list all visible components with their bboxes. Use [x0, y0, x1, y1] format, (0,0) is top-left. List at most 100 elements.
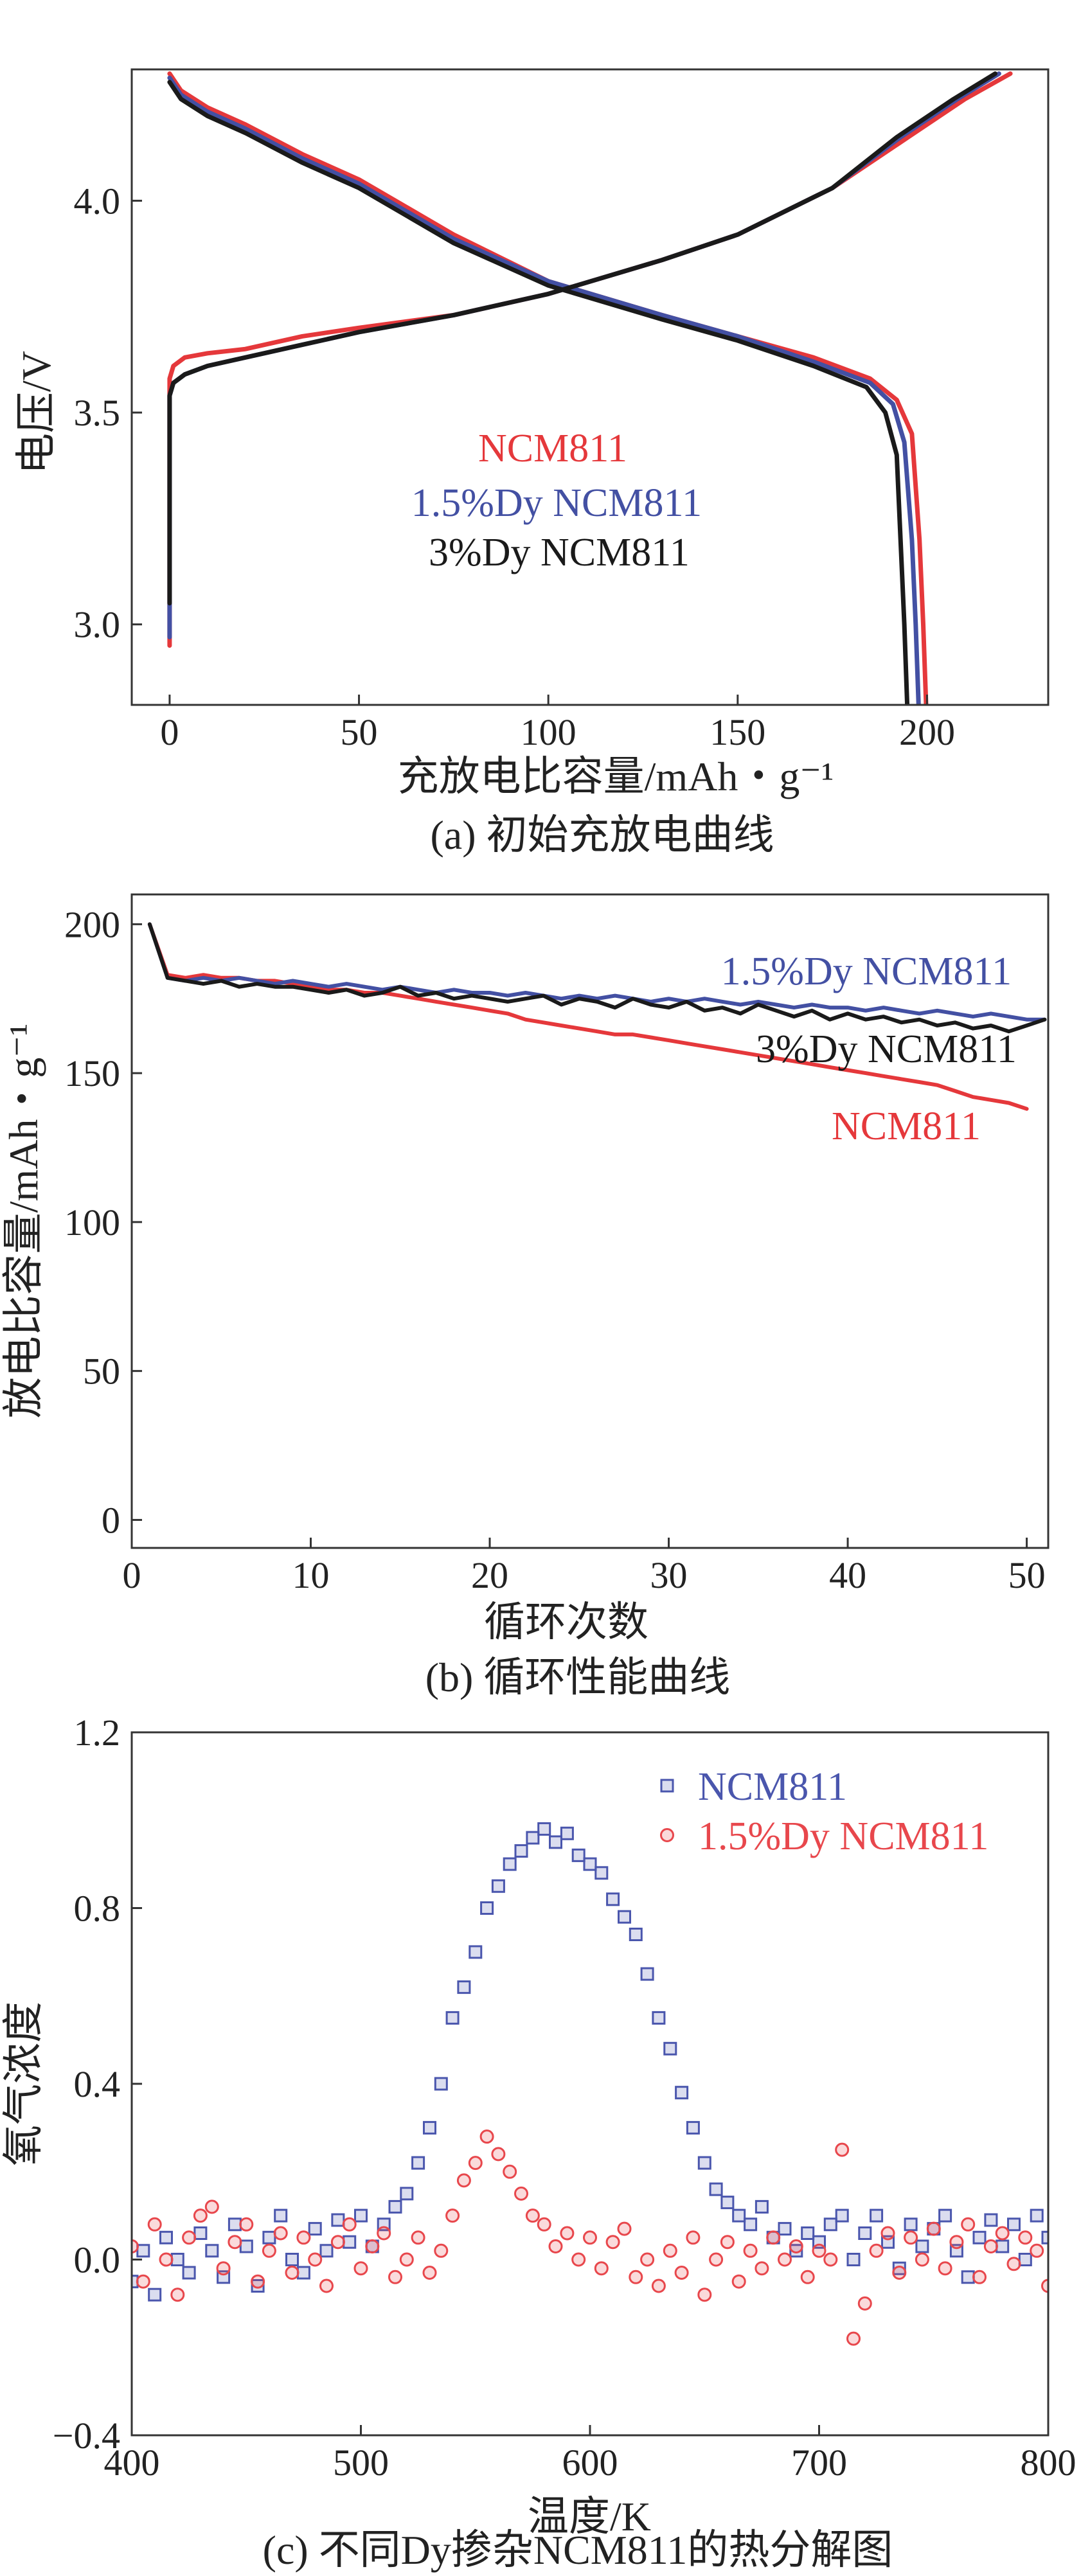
legend: NCM811 1.5%Dy NCM811 — [660, 1765, 988, 1858]
series-label-3pct-dy-ncm811: 3%Dy NCM811 — [756, 1027, 1017, 1071]
x-tick-label: 100 — [521, 711, 576, 753]
data-point-ncm811 — [1018, 2253, 1032, 2266]
data-point-1-5pctdy-ncm811 — [880, 2226, 895, 2241]
series-line-3pctdy-ncm811-cycle — [147, 922, 1047, 1034]
plot-area-marks — [132, 1822, 1048, 2346]
data-point-ncm811 — [343, 2235, 357, 2249]
figure-caption: (b) 循环性能曲线 — [425, 1655, 731, 1700]
data-point-ncm811 — [640, 1967, 654, 1981]
series-label-3pct-dy-ncm811: 3%Dy NCM811 — [429, 531, 690, 574]
data-point-1-5pctdy-ncm811 — [548, 2239, 563, 2253]
data-point-1-5pctdy-ncm811 — [159, 2252, 174, 2267]
x-tick-label: 500 — [333, 2442, 389, 2483]
data-point-ncm811 — [915, 2239, 929, 2253]
x-tick-label: 50 — [1008, 1554, 1046, 1596]
data-point-ncm811 — [984, 2213, 998, 2227]
data-point-1-5pctdy-ncm811 — [216, 2261, 231, 2276]
data-point-1-5pctdy-ncm811 — [308, 2252, 323, 2267]
data-point-ncm811 — [228, 2217, 242, 2232]
data-point-ncm811 — [789, 2244, 803, 2258]
data-point-ncm811 — [823, 2217, 837, 2232]
data-point-1-5pctdy-ncm811 — [869, 2243, 884, 2258]
data-point-ncm811 — [697, 2156, 711, 2170]
data-point-1-5pctdy-ncm811 — [560, 2226, 575, 2241]
series-line-3pctdy-ncm811-discharge — [167, 80, 910, 705]
data-point-1-5pctdy-ncm811 — [938, 2261, 952, 2276]
data-point-1-5pctdy-ncm811 — [514, 2186, 528, 2201]
data-point-1-5pctdy-ncm811 — [434, 2243, 449, 2258]
legend-square-marker-icon — [660, 1779, 674, 1793]
data-point-ncm811 — [388, 2199, 402, 2214]
data-point-1-5pctdy-ncm811 — [1030, 2243, 1044, 2258]
axis-ticks: 0 10 20 30 40 50 0 50 100 150 200 — [64, 903, 1046, 1596]
y-tick-label: 0.0 — [74, 2239, 121, 2281]
data-point-1-5pctdy-ncm811 — [972, 2270, 987, 2284]
data-point-1-5pctdy-ncm811 — [411, 2230, 425, 2245]
x-tick-label: 800 — [1021, 2442, 1077, 2483]
x-axis-label: 循环次数 — [484, 1599, 648, 1645]
data-point-1-5pctdy-ncm811 — [995, 2226, 1010, 2241]
data-point-ncm811 — [457, 1980, 471, 1994]
axis-ticks: 400 500 600 700 800 −0.4 0.0 0.4 0.8 1.2 — [53, 1712, 1077, 2483]
series-line-1-5pctdy-ncm811-cycle — [147, 922, 1047, 1022]
axis-ticks: 0 50 100 150 200 3.0 3.5 4.0 — [74, 180, 955, 753]
data-point-ncm811 — [148, 2287, 162, 2302]
data-point-ncm811 — [136, 2244, 150, 2258]
data-point-1-5pctdy-ncm811 — [147, 2217, 162, 2232]
data-point-ncm811 — [835, 2208, 849, 2223]
x-tick-label: 10 — [292, 1554, 330, 1596]
data-point-ncm811 — [606, 1892, 620, 1906]
data-point-ncm811 — [583, 1857, 597, 1871]
x-tick-label: 40 — [829, 1554, 866, 1596]
data-point-1-5pctdy-ncm811 — [1041, 2278, 1048, 2293]
x-axis-label: 温度/K — [528, 2494, 651, 2539]
legend-circle-marker-icon — [660, 1828, 674, 1842]
data-point-1-5pctdy-ncm811 — [525, 2208, 540, 2223]
data-point-1-5pctdy-ncm811 — [204, 2199, 219, 2214]
series-label-ncm811: NCM811 — [478, 427, 627, 470]
data-point-ncm811 — [961, 2270, 975, 2284]
data-point-1-5pctdy-ncm811 — [731, 2274, 746, 2289]
x-tick-label: 20 — [471, 1554, 508, 1596]
data-point-1-5pctdy-ncm811 — [617, 2221, 632, 2236]
data-point-ncm811 — [434, 2077, 448, 2091]
data-point-ncm811 — [503, 1857, 517, 1871]
data-point-ncm811 — [445, 2011, 460, 2025]
data-point-ncm811 — [182, 2266, 196, 2280]
data-point-ncm811 — [618, 1910, 631, 1924]
data-point-1-5pctdy-ncm811 — [132, 2239, 139, 2253]
data-point-1-5pctdy-ncm811 — [571, 2252, 586, 2267]
data-point-ncm811 — [480, 1901, 494, 1915]
series-line-3pctdy-ncm811-charge — [167, 71, 997, 606]
panel-a: 0 50 100 150 200 3.0 3.5 4.0 NCM811 1.5%Dy NCM8… — [13, 68, 1050, 858]
data-point-1-5pctdy-ncm811 — [697, 2287, 712, 2302]
data-point-1-5pctdy-ncm811 — [262, 2243, 276, 2258]
data-point-1-5pctdy-ncm811 — [228, 2235, 242, 2250]
data-point-1-5pctdy-ncm811 — [583, 2230, 597, 2245]
data-point-ncm811 — [251, 2279, 265, 2293]
data-point-1-5pctdy-ncm811 — [445, 2208, 460, 2223]
data-point-1-5pctdy-ncm811 — [285, 2266, 299, 2280]
data-point-1-5pctdy-ncm811 — [766, 2230, 781, 2245]
panel-b: 0 10 20 30 40 50 0 50 100 150 200 1.5%Dy NCM811 3%… — [1, 893, 1050, 1700]
y-tick-label: 200 — [64, 903, 120, 945]
data-point-ncm811 — [205, 2244, 219, 2258]
data-point-ncm811 — [285, 2253, 299, 2266]
data-point-1-5pctdy-ncm811 — [1006, 2257, 1021, 2271]
data-point-ncm811 — [262, 2230, 276, 2244]
data-point-1-5pctdy-ncm811 — [755, 2261, 769, 2276]
x-tick-label: 30 — [650, 1554, 688, 1596]
series-line-ncm811-cycle — [147, 922, 1029, 1111]
data-point-1-5pctdy-ncm811 — [663, 2243, 677, 2258]
x-tick-label: 600 — [562, 2442, 618, 2483]
data-point-1-5pctdy-ncm811 — [892, 2266, 907, 2280]
y-tick-label: 4.0 — [74, 180, 121, 222]
data-point-1-5pctdy-ncm811 — [136, 2274, 150, 2289]
y-tick-label: 3.5 — [74, 392, 121, 434]
data-point-1-5pctdy-ncm811 — [353, 2261, 368, 2276]
data-point-1-5pctdy-ncm811 — [503, 2164, 517, 2179]
data-point-1-5pctdy-ncm811 — [594, 2261, 609, 2276]
data-point-1-5pctdy-ncm811 — [800, 2270, 815, 2284]
x-tick-label: 50 — [341, 711, 378, 753]
x-axis-label: 充放电比容量/mAh・g⁻¹ — [398, 754, 834, 799]
